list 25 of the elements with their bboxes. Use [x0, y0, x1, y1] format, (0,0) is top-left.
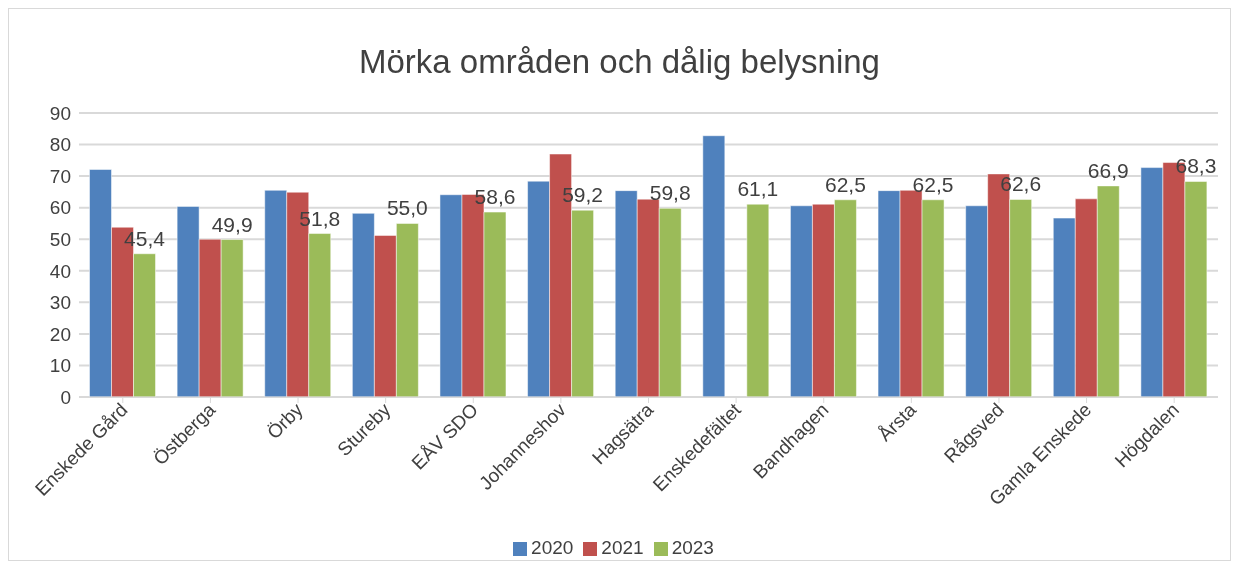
y-tick-label: 60: [49, 197, 71, 219]
data-label: 55,0: [386, 196, 428, 220]
y-tick-label: 80: [49, 134, 71, 156]
bar: [702, 135, 726, 397]
data-label: 62,5: [912, 172, 954, 196]
y-tick-label: 20: [49, 323, 71, 345]
legend-label: 2023: [671, 537, 714, 558]
legend-label: 2021: [601, 537, 644, 558]
data-label: 66,9: [1087, 158, 1129, 182]
y-tick-label: 40: [49, 260, 71, 282]
data-label: 58,6: [474, 185, 516, 209]
data-label: 61,1: [737, 177, 779, 201]
y-tick-label: 10: [49, 355, 71, 377]
chart-title: Mörka områden och dålig belysning: [358, 42, 881, 82]
bar: [746, 203, 770, 397]
y-tick-label: 90: [49, 102, 71, 124]
y-tick-label: 30: [49, 292, 71, 314]
data-label: 49,9: [211, 212, 253, 236]
legend-label: 2020: [531, 537, 574, 558]
data-label: 62,5: [825, 172, 866, 196]
data-label: 68,3: [1175, 154, 1217, 178]
y-tick-label: 0: [60, 386, 71, 408]
y-tick-label: 70: [49, 165, 71, 187]
data-label: 59,8: [649, 181, 691, 205]
y-tick-label: 50: [49, 228, 71, 250]
